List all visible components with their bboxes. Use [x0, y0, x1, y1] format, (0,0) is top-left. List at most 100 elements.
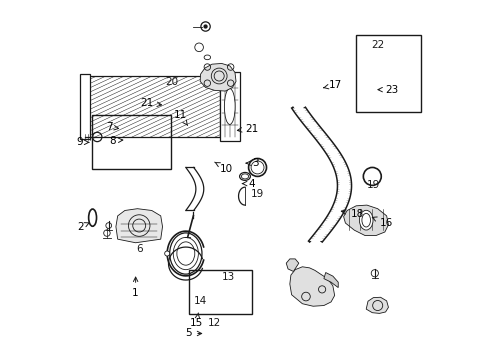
Polygon shape — [301, 120, 315, 122]
Polygon shape — [306, 126, 320, 129]
Text: 13: 13 — [222, 272, 236, 282]
Text: 3: 3 — [246, 158, 259, 168]
Polygon shape — [318, 228, 333, 230]
Polygon shape — [319, 142, 333, 144]
Text: 7: 7 — [106, 122, 119, 132]
Bar — [80, 74, 90, 139]
Polygon shape — [325, 219, 339, 221]
Bar — [220, 72, 240, 140]
Circle shape — [165, 251, 170, 256]
Polygon shape — [314, 135, 328, 138]
Text: 4: 4 — [243, 179, 255, 189]
Bar — [356, 35, 421, 112]
Polygon shape — [337, 194, 350, 196]
Polygon shape — [337, 174, 350, 176]
Ellipse shape — [359, 210, 373, 230]
Ellipse shape — [224, 89, 235, 125]
Polygon shape — [333, 165, 347, 167]
Text: 2: 2 — [77, 222, 90, 231]
Polygon shape — [334, 203, 347, 205]
Polygon shape — [200, 63, 236, 91]
Text: 23: 23 — [378, 85, 398, 95]
Text: 5: 5 — [186, 328, 202, 338]
Ellipse shape — [362, 213, 370, 227]
Ellipse shape — [240, 172, 250, 180]
Polygon shape — [317, 230, 331, 232]
Polygon shape — [331, 210, 344, 212]
Circle shape — [203, 24, 208, 29]
Polygon shape — [343, 205, 389, 235]
Polygon shape — [312, 133, 326, 135]
Text: 6: 6 — [136, 244, 143, 254]
Text: 21: 21 — [140, 98, 162, 108]
Bar — [89, 76, 220, 137]
Text: 22: 22 — [371, 40, 384, 50]
Polygon shape — [330, 158, 343, 160]
Ellipse shape — [204, 55, 211, 60]
Bar — [92, 116, 172, 169]
Polygon shape — [338, 180, 351, 183]
Ellipse shape — [173, 237, 198, 270]
Polygon shape — [327, 216, 341, 219]
Polygon shape — [336, 198, 349, 201]
Polygon shape — [338, 185, 351, 187]
Polygon shape — [303, 122, 317, 124]
Polygon shape — [315, 232, 329, 234]
Polygon shape — [308, 129, 322, 131]
Text: 18: 18 — [342, 209, 364, 219]
Text: 21: 21 — [237, 124, 258, 134]
Ellipse shape — [89, 209, 97, 226]
Text: 20: 20 — [165, 77, 178, 87]
Polygon shape — [338, 192, 350, 194]
Polygon shape — [329, 212, 343, 214]
Polygon shape — [293, 108, 307, 111]
Polygon shape — [297, 115, 312, 117]
Polygon shape — [322, 223, 336, 225]
Polygon shape — [313, 234, 328, 237]
Polygon shape — [337, 196, 349, 198]
Polygon shape — [336, 171, 349, 174]
Polygon shape — [327, 153, 341, 156]
Text: 12: 12 — [208, 319, 221, 328]
Polygon shape — [286, 259, 299, 271]
Ellipse shape — [177, 242, 195, 265]
Polygon shape — [338, 183, 351, 185]
Polygon shape — [328, 214, 342, 216]
Polygon shape — [328, 156, 342, 158]
Text: 11: 11 — [174, 111, 188, 126]
Polygon shape — [332, 207, 345, 210]
Text: 9: 9 — [76, 138, 89, 147]
Polygon shape — [335, 201, 348, 203]
Text: 1: 1 — [132, 277, 139, 298]
Polygon shape — [320, 144, 335, 147]
Polygon shape — [338, 187, 351, 189]
Polygon shape — [322, 147, 337, 149]
Text: 16: 16 — [372, 217, 392, 228]
Polygon shape — [332, 162, 346, 165]
Polygon shape — [304, 124, 319, 126]
Polygon shape — [338, 189, 351, 192]
Polygon shape — [296, 113, 310, 115]
Polygon shape — [317, 140, 331, 142]
Polygon shape — [334, 167, 347, 169]
Polygon shape — [311, 237, 326, 239]
Polygon shape — [324, 149, 338, 151]
Polygon shape — [324, 273, 338, 288]
Polygon shape — [338, 178, 350, 180]
Polygon shape — [335, 169, 348, 171]
Polygon shape — [333, 205, 346, 207]
Polygon shape — [310, 131, 324, 133]
Ellipse shape — [242, 174, 248, 179]
Text: 10: 10 — [215, 162, 233, 174]
Polygon shape — [116, 209, 163, 243]
Text: 17: 17 — [323, 80, 343, 90]
Polygon shape — [316, 138, 330, 140]
Polygon shape — [337, 176, 350, 178]
Ellipse shape — [170, 233, 202, 274]
Bar — [190, 270, 252, 315]
Text: 19: 19 — [251, 189, 264, 199]
Polygon shape — [320, 225, 335, 228]
Polygon shape — [294, 111, 308, 113]
Polygon shape — [299, 117, 314, 120]
Polygon shape — [290, 267, 335, 306]
